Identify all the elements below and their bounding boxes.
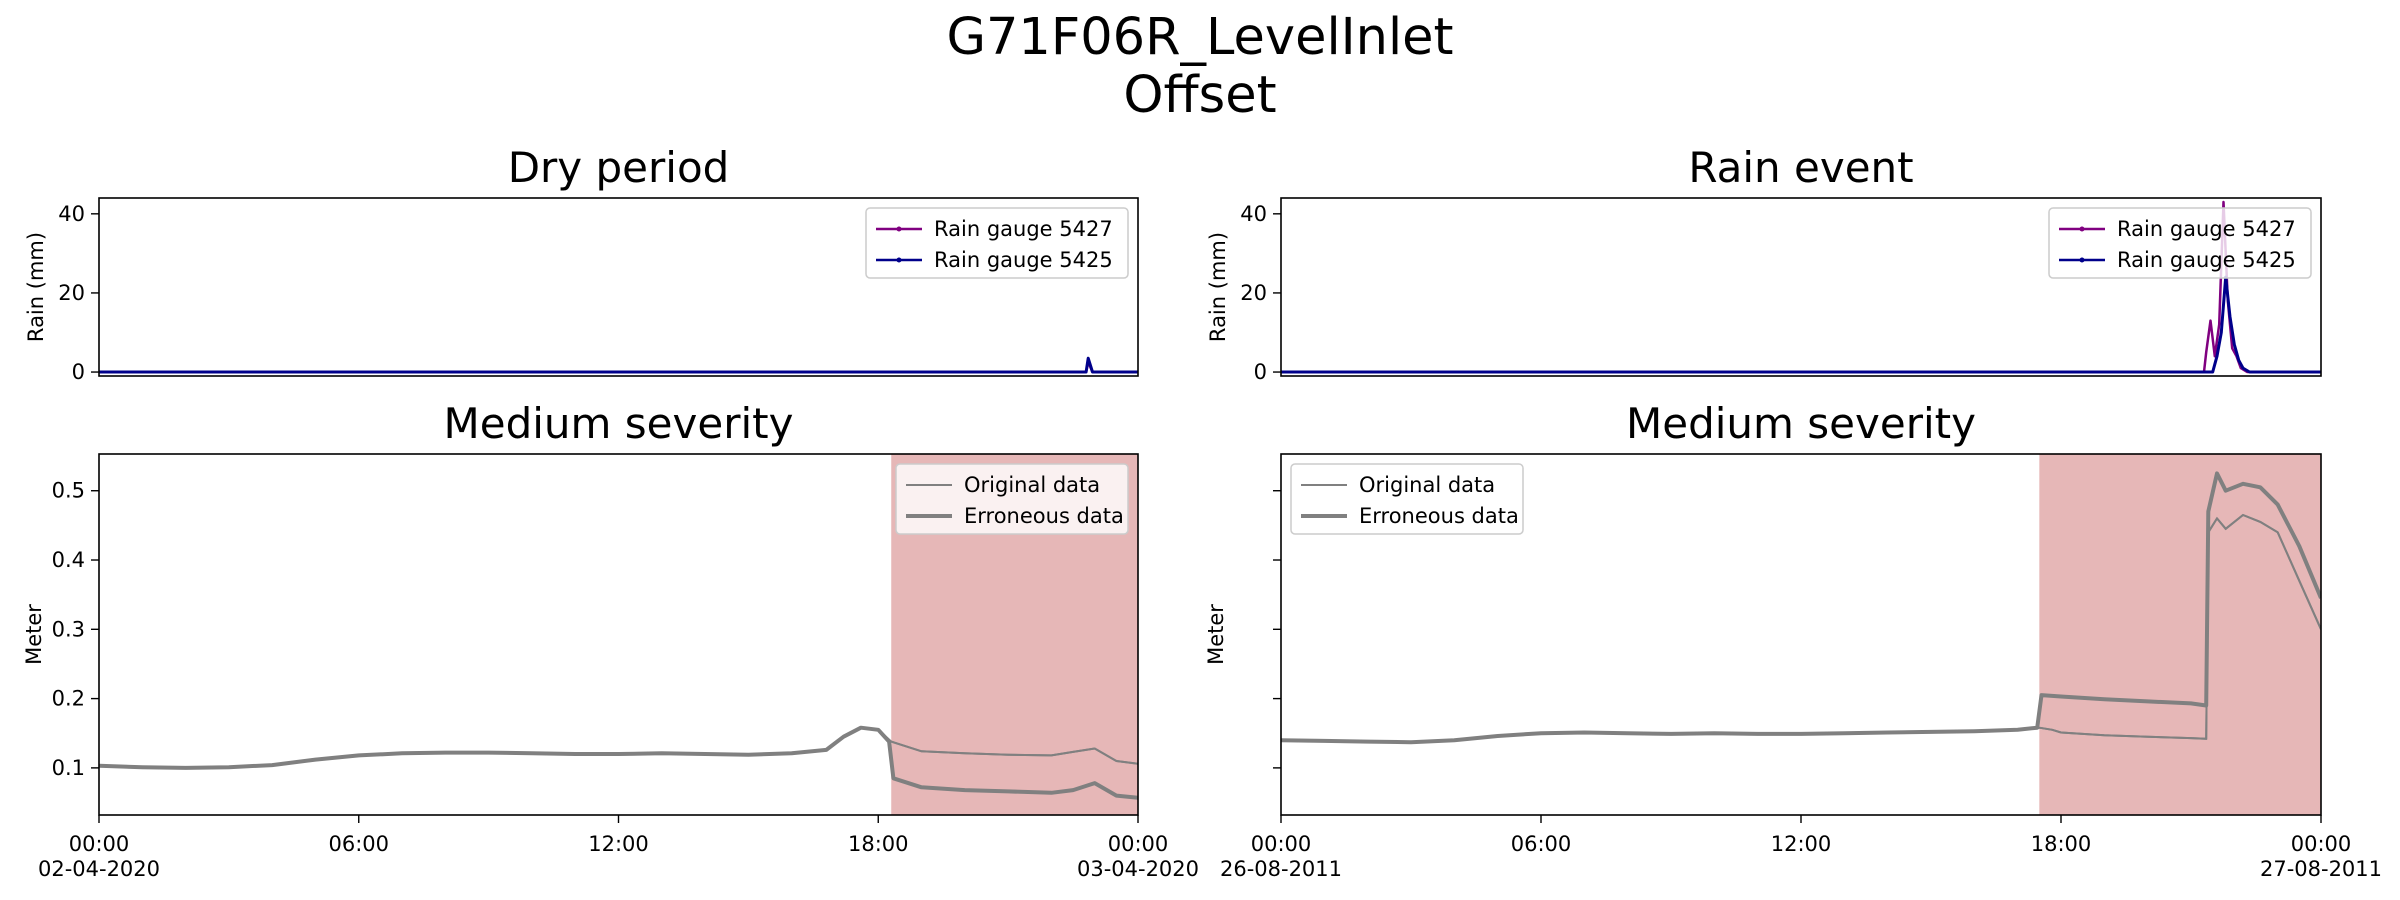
y-tick-label: 0.2 bbox=[52, 687, 85, 711]
legend-label: Original data bbox=[1359, 473, 1495, 497]
legend-label: Rain gauge 5425 bbox=[934, 248, 1113, 272]
legend-marker bbox=[896, 226, 902, 232]
legend-box bbox=[895, 463, 1129, 535]
x-tick-label: 00:00 bbox=[69, 832, 130, 856]
x-tick-date: 27-08-2011 bbox=[2260, 857, 2382, 881]
x-tick-label: 06:00 bbox=[1511, 832, 1572, 856]
panel-title: Rain event bbox=[1688, 143, 1913, 192]
rain-5427-line bbox=[1281, 200, 2321, 374]
y-axis-label: Meter bbox=[1204, 604, 1228, 665]
legend-box bbox=[1290, 463, 1524, 535]
chart-panel-1: Medium severity 0.1 0.2 0.3 0.4 0.5 Meter 00:00… bbox=[22, 399, 1199, 881]
legend-box bbox=[2048, 207, 2312, 279]
y-tick-label: 40 bbox=[1240, 202, 1267, 226]
x-tick-date: 26-08-2011 bbox=[1220, 857, 1342, 881]
x-tick-label: 12:00 bbox=[1771, 832, 1832, 856]
panel-title: Medium severity bbox=[1626, 399, 1976, 448]
erroneous-period-shade bbox=[2039, 454, 2321, 815]
legend-label: Original data bbox=[964, 473, 1100, 497]
rain-5425-line bbox=[99, 356, 1138, 374]
legend: Rain gauge 5427 Rain gauge 5425 bbox=[865, 207, 1129, 279]
chart-panel-3: Medium severityMeter00:0026-08-201106:00… bbox=[1204, 399, 2382, 881]
legend-label: Erroneous data bbox=[1359, 504, 1519, 528]
y-axis-label: Rain (mm) bbox=[1206, 232, 1230, 342]
panel-title: Medium severity bbox=[444, 399, 794, 448]
legend: Original data Erroneous data bbox=[1290, 463, 1524, 535]
y-tick-label: 0.5 bbox=[52, 479, 85, 503]
x-tick-date: 03-04-2020 bbox=[1077, 857, 1199, 881]
legend-label: Erroneous data bbox=[964, 504, 1124, 528]
y-tick-label: 0.1 bbox=[52, 756, 85, 780]
y-tick-label: 20 bbox=[58, 281, 85, 305]
legend-label: Rain gauge 5425 bbox=[2117, 248, 2296, 272]
x-tick-label: 00:00 bbox=[1251, 832, 1312, 856]
x-tick-label: 12:00 bbox=[588, 832, 649, 856]
legend-marker bbox=[896, 257, 902, 263]
legend-marker bbox=[2079, 257, 2085, 263]
x-tick-label: 00:00 bbox=[1108, 832, 1169, 856]
rain-5425-line bbox=[1281, 275, 2321, 374]
original-data-line-overlay bbox=[99, 726, 1138, 769]
legend: Rain gauge 5427 Rain gauge 5425 bbox=[2048, 207, 2312, 279]
x-tick-date: 02-04-2020 bbox=[38, 857, 160, 881]
y-tick-label: 0.4 bbox=[52, 548, 85, 572]
axes-frame bbox=[1280, 197, 2322, 377]
x-tick-label: 18:00 bbox=[848, 832, 909, 856]
x-tick-label: 06:00 bbox=[328, 832, 389, 856]
y-axis-label: Rain (mm) bbox=[24, 232, 48, 342]
figure-title-line2: Offset bbox=[1123, 66, 1276, 125]
original-data-line-overlay bbox=[1281, 513, 2321, 744]
y-tick-label: 0 bbox=[72, 360, 85, 384]
y-tick-label: 0 bbox=[1254, 360, 1267, 384]
panel-title: Dry period bbox=[508, 143, 730, 192]
legend-label: Rain gauge 5427 bbox=[934, 217, 1113, 241]
legend-box bbox=[865, 207, 1129, 279]
legend-label: Rain gauge 5427 bbox=[2117, 217, 2296, 241]
axes-frame bbox=[98, 197, 1139, 377]
legend: Original data Erroneous data bbox=[895, 463, 1129, 535]
x-tick-label: 00:00 bbox=[2291, 832, 2352, 856]
x-tick-label: 18:00 bbox=[2031, 832, 2092, 856]
y-axis-label: Meter bbox=[22, 604, 46, 665]
legend-marker bbox=[2079, 226, 2085, 232]
y-tick-label: 40 bbox=[58, 202, 85, 226]
y-tick-label: 20 bbox=[1240, 281, 1267, 305]
figure-title-line1: G71F06R_LevelInlet bbox=[946, 8, 1453, 67]
y-tick-label: 0.3 bbox=[52, 617, 85, 641]
